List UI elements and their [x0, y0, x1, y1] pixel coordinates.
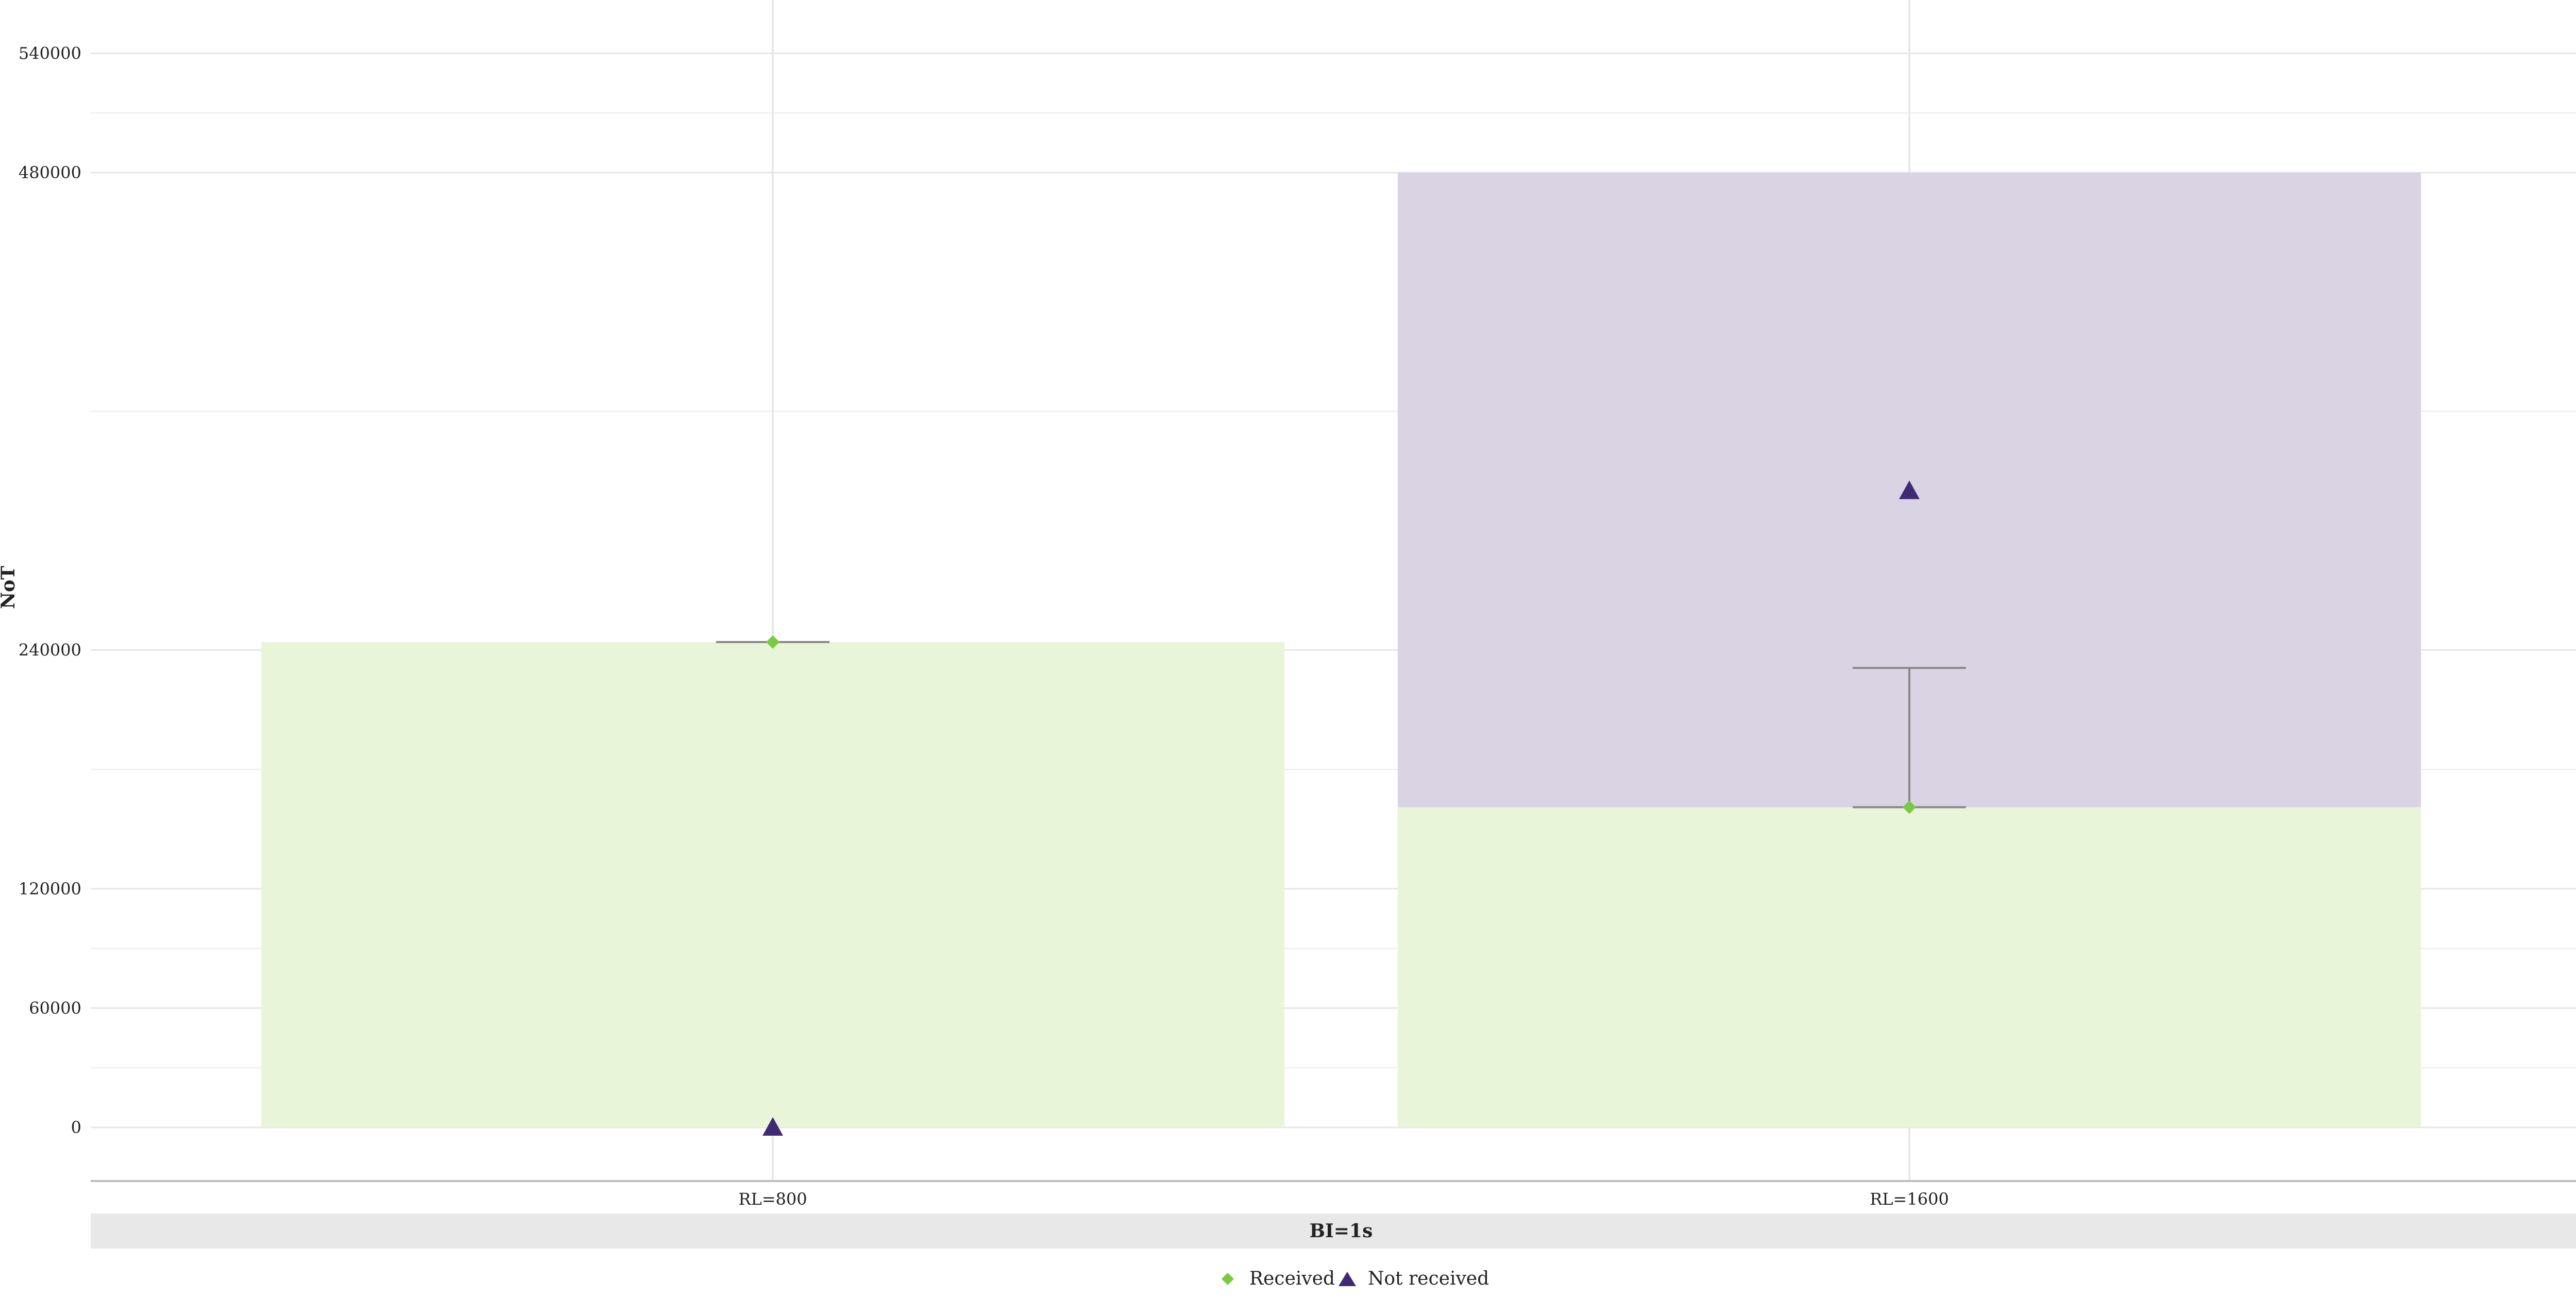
- y-axis-title: NoT: [0, 566, 19, 609]
- legend: Received Not received: [1222, 1268, 1489, 1289]
- point-received: [766, 635, 779, 649]
- bar-received: [1398, 807, 2421, 1127]
- legend-not-received-label: Not received: [1368, 1268, 1489, 1289]
- data-points: [762, 480, 1920, 1136]
- y-tick-label: 540000: [19, 43, 81, 63]
- bar-received: [261, 642, 1284, 1127]
- legend-received-label: Received: [1249, 1268, 1335, 1289]
- legend-received-diamond-icon: [1222, 1273, 1234, 1285]
- x-axis-tick-labels: RL=800 RL=1600: [738, 1189, 1948, 1209]
- point-received: [1903, 800, 1916, 814]
- y-tick-label: 480000: [19, 163, 81, 182]
- point-not-received: [762, 1117, 783, 1136]
- y-tick-label: 60000: [29, 998, 81, 1018]
- y-tick-label: 120000: [19, 879, 81, 899]
- legend-not-received-triangle-icon: [1338, 1272, 1356, 1286]
- x-tick-label: RL=800: [738, 1189, 807, 1209]
- x-tick-label: RL=1600: [1870, 1189, 1949, 1209]
- facet-strip-label: BI=1s: [1310, 1220, 1373, 1242]
- point-not-received: [1899, 480, 1920, 499]
- bars: [261, 173, 2421, 1127]
- y-tick-label: 0: [71, 1118, 81, 1137]
- facet-strip: [91, 1213, 2576, 1249]
- y-tick-label: 240000: [19, 640, 81, 660]
- y-axis-tick-labels: 0 60000 120000 240000 480000 540000: [19, 43, 81, 1137]
